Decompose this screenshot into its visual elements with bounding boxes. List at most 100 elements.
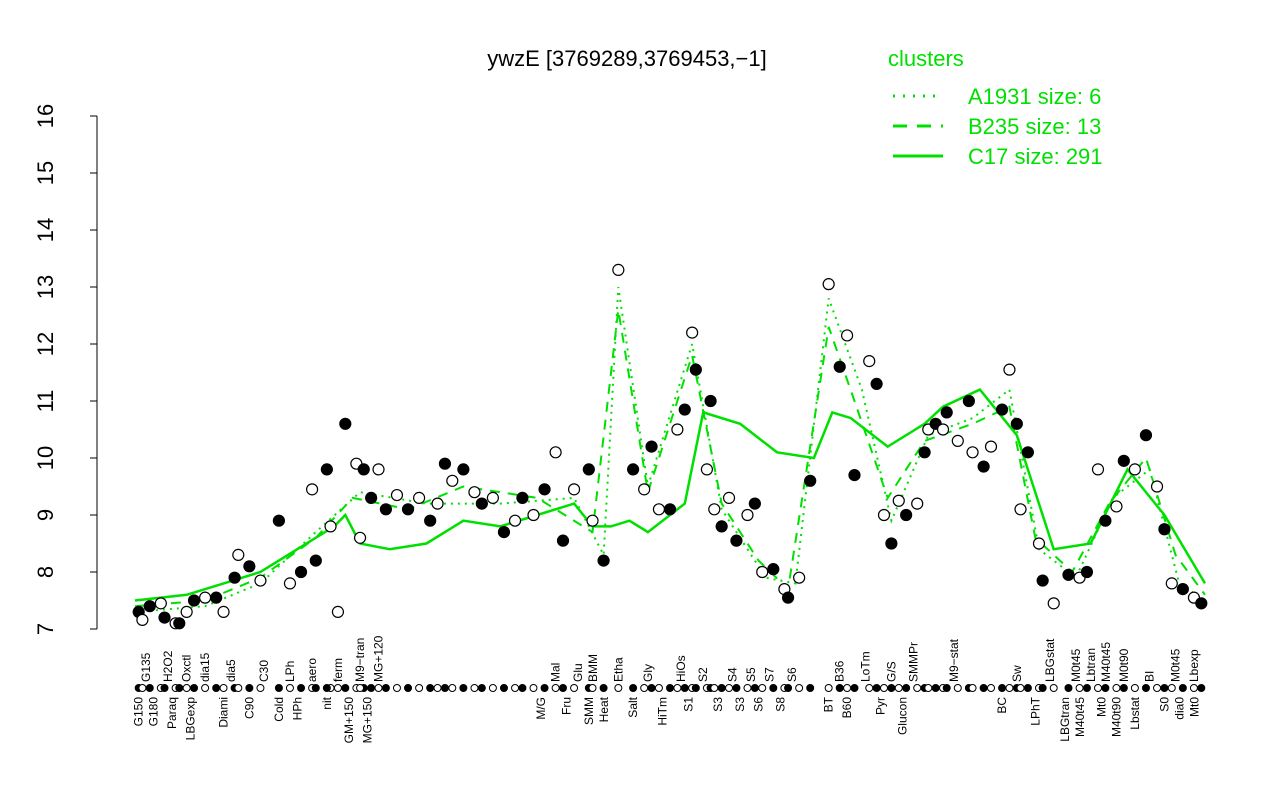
- x-tick-label: LBGtran: [1058, 697, 1072, 742]
- data-point: [173, 617, 186, 630]
- axis-rug-point: [942, 684, 951, 692]
- data-point: [538, 483, 551, 496]
- x-tick-label: S6: [752, 697, 766, 712]
- x-tick-label: S4: [726, 667, 740, 682]
- axis-rug-point: [750, 684, 759, 692]
- x-tick-label: G/S: [884, 661, 898, 682]
- x-tick-label: HPh: [290, 697, 304, 720]
- data-point: [556, 534, 570, 547]
- x-tick-label: H2O2: [161, 650, 175, 682]
- axis-rug-point: [356, 684, 365, 692]
- legend-title: clusters: [888, 46, 964, 71]
- data-point: [180, 605, 193, 619]
- x-tick-label: M0t45: [1069, 648, 1083, 682]
- axis-rug-point: [459, 684, 468, 692]
- x-tick-label: S3: [733, 697, 747, 712]
- axis-rug-point: [717, 684, 726, 692]
- x-tick-label: SMMPr: [907, 642, 921, 682]
- data-point: [331, 605, 345, 619]
- x-tick-label: M40t90: [1110, 697, 1124, 737]
- x-tick-label: S0: [1157, 697, 1171, 712]
- y-tick-label: 12: [33, 332, 58, 356]
- data-point: [663, 503, 677, 516]
- x-tick-label: Sw: [1010, 665, 1024, 682]
- axis-rug-point: [219, 684, 228, 692]
- data-point: [390, 488, 404, 502]
- data-point: [143, 600, 156, 613]
- data-point: [549, 446, 562, 459]
- data-point: [1091, 463, 1105, 476]
- chart-title: ywzE [3769289,3769453,−1]: [487, 46, 767, 71]
- data-point: [567, 483, 581, 496]
- x-tick-label: LoTm: [859, 651, 873, 682]
- axis-rug-point: [440, 684, 449, 692]
- axis-rug-point: [518, 684, 527, 692]
- axis-rug-point: [979, 684, 988, 692]
- x-tick-label: S8: [774, 697, 788, 712]
- axis-rug-point: [1082, 684, 1091, 692]
- data-point: [401, 503, 415, 516]
- data-point: [911, 497, 924, 510]
- axis-rug-point: [894, 684, 903, 692]
- x-tick-label: Cold: [272, 697, 286, 722]
- axis-rug-point: [865, 684, 874, 692]
- axis-rug-point: [426, 684, 435, 692]
- data-point: [1014, 503, 1027, 516]
- axis-rug-point: [1141, 684, 1150, 692]
- axis-rug-point: [367, 684, 376, 692]
- data-point: [365, 491, 378, 504]
- axis-rug-point: [998, 684, 1007, 692]
- axis-rug-point: [333, 684, 342, 692]
- data-point: [951, 434, 964, 447]
- data-point: [848, 469, 861, 482]
- axis-rug-point: [1049, 684, 1058, 692]
- data-point: [353, 531, 367, 544]
- y-tick-label: 9: [33, 509, 58, 521]
- axis-rug-point: [1130, 684, 1139, 692]
- series-line-dashed: [134, 309, 1206, 608]
- data-point: [372, 463, 385, 476]
- x-tick-label: S5: [744, 667, 758, 682]
- data-point: [1021, 446, 1034, 459]
- data-point: [1110, 500, 1123, 513]
- axis-rug-point: [559, 684, 567, 692]
- axis-rug-point: [570, 684, 579, 692]
- axis-rug-point: [201, 684, 210, 692]
- x-tick-label: M0t90: [1117, 648, 1131, 682]
- data-point: [962, 394, 975, 408]
- data-point: [936, 423, 950, 436]
- y-tick-label: 15: [33, 161, 58, 185]
- data-point: [700, 463, 713, 476]
- axis-rug-point: [732, 684, 741, 692]
- data-point: [154, 597, 167, 610]
- data-point: [243, 560, 256, 573]
- data-point: [320, 463, 333, 476]
- x-tick-label: BI: [1143, 671, 1157, 682]
- x-tick-label: Fru: [560, 697, 574, 715]
- legend-label-a1931: A1931 size: 6: [968, 84, 1101, 109]
- data-point: [309, 554, 322, 567]
- data-point: [767, 563, 780, 576]
- data-point: [722, 491, 736, 504]
- axis-rug-point: [297, 684, 306, 692]
- axis-rug-point: [666, 684, 674, 692]
- axis-rug-point: [673, 684, 682, 692]
- x-tick-label: GM+150: [342, 697, 356, 744]
- axis-rug-point: [887, 684, 896, 692]
- data-point: [686, 326, 699, 339]
- data-point: [1150, 480, 1164, 493]
- x-tick-label: Salt: [626, 696, 640, 717]
- data-point: [324, 520, 337, 533]
- axis-rug-point: [1153, 684, 1162, 692]
- data-point: [431, 497, 444, 510]
- y-tick-label: 11: [33, 390, 58, 413]
- data-point: [294, 565, 308, 579]
- data-point: [748, 497, 761, 510]
- axis-rug-point: [245, 684, 254, 692]
- x-tick-label: G135: [139, 652, 153, 682]
- data-point: [508, 514, 522, 527]
- axis-rug-point: [654, 684, 663, 692]
- axis-rug-point: [931, 684, 940, 692]
- x-tick-label: MG+120: [372, 635, 386, 682]
- x-tick-label: G150: [132, 697, 146, 727]
